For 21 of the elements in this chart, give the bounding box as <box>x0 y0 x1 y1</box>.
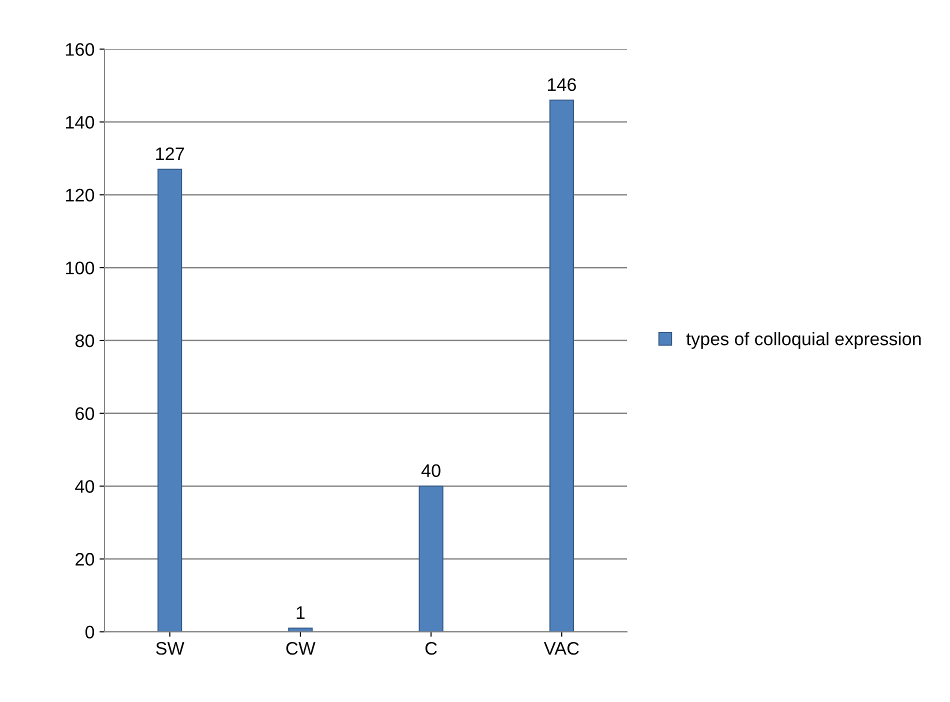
bar <box>418 486 444 632</box>
bar <box>158 168 182 632</box>
data-label: 40 <box>421 464 440 478</box>
y-tick-label: 20 <box>76 552 94 566</box>
y-tick-label: 40 <box>75 480 94 493</box>
x-tick-label: SW <box>156 642 184 655</box>
y-tick-label: 60 <box>76 407 94 420</box>
x-tick-label: VAC <box>544 642 579 655</box>
y-tick-label: 160 <box>66 43 94 56</box>
y-tick-label: 0 <box>85 626 94 639</box>
data-label: 146 <box>548 78 576 91</box>
y-tick-label: 80 <box>75 334 94 348</box>
y-tick-label: 100 <box>66 262 94 274</box>
legend-label: types of colloquial expression <box>686 332 921 349</box>
y-tick-label: 140 <box>66 116 94 129</box>
bar <box>549 100 574 632</box>
data-label: 127 <box>156 147 184 160</box>
y-tick-label: 120 <box>66 188 94 202</box>
data-label: 1 <box>296 606 305 619</box>
x-tick-label: C <box>425 642 437 655</box>
x-tick-label: CW <box>286 642 316 655</box>
